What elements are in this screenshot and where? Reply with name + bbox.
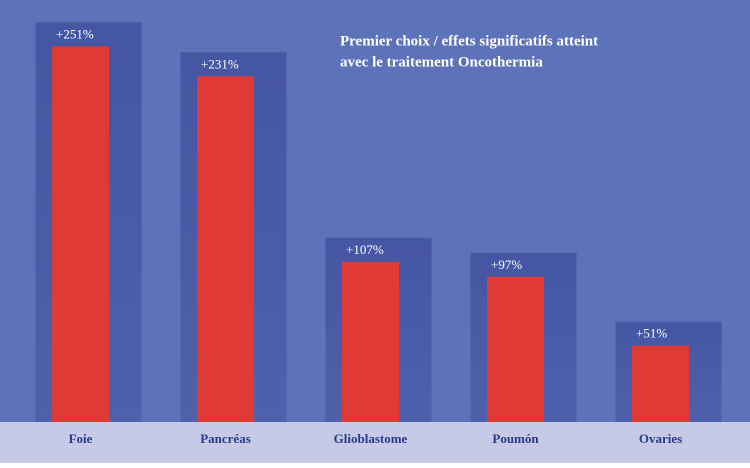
value-label: +51%	[636, 326, 667, 341]
floor	[0, 422, 750, 463]
value-label: +107%	[346, 242, 384, 257]
value-label: +97%	[491, 257, 522, 272]
bar	[52, 46, 109, 422]
bar	[632, 345, 689, 422]
chart-title: avec le traitement Oncothermia	[340, 54, 543, 70]
x-tick-label: Pancréas	[200, 431, 251, 446]
chart-title: Premier choix / effets significatifs att…	[340, 33, 598, 49]
value-label: +251%	[56, 26, 94, 41]
plot: +251% Foie +231% Pancréas +107% Glioblastome +…	[35, 22, 722, 446]
x-tick-label: Glioblastome	[334, 431, 408, 446]
x-tick-label: Ovaries	[639, 431, 682, 446]
bar	[342, 261, 399, 422]
bar	[487, 276, 544, 422]
bar	[197, 76, 254, 422]
value-label: +231%	[201, 56, 239, 71]
x-tick-label: Poumón	[492, 431, 539, 446]
x-tick-label: Foie	[69, 431, 93, 446]
